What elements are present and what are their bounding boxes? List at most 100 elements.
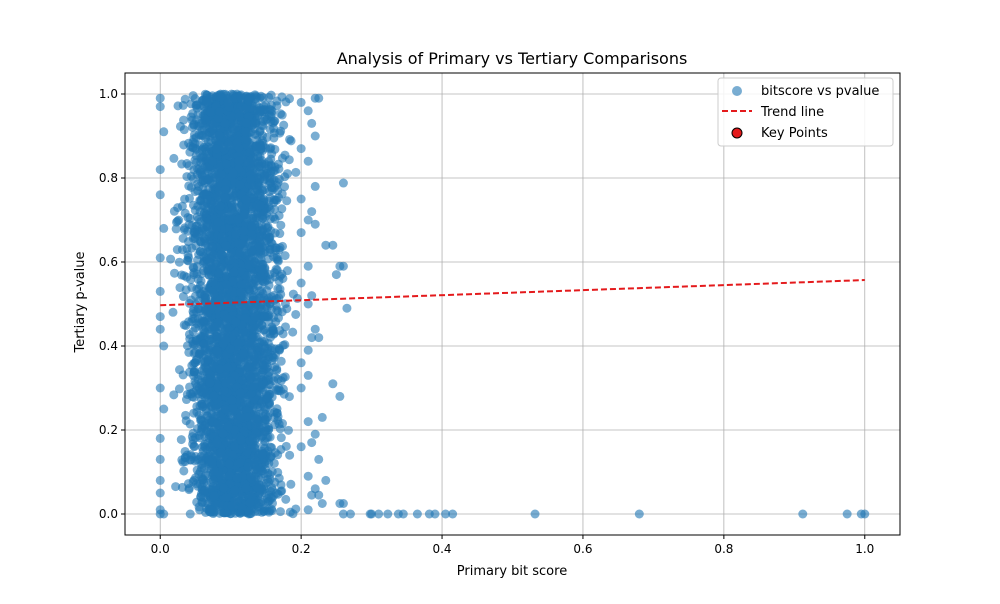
ticks-layer: 0.0 0.2 0.4 0.6 0.8 1.0 0.0 0.2 0.4 0.6 0.8 1.0 — [99, 87, 874, 556]
data-point — [262, 164, 272, 174]
data-point — [211, 144, 221, 154]
data-point — [179, 125, 189, 135]
data-point — [288, 509, 298, 519]
data-point — [197, 126, 207, 136]
data-point — [291, 167, 301, 177]
data-point — [210, 322, 220, 332]
data-point — [174, 384, 184, 394]
data-point — [181, 416, 191, 426]
data-point — [303, 215, 313, 225]
legend-label-scatter: bitscore vs pvalue — [761, 84, 879, 99]
data-point — [216, 459, 226, 469]
y-tick-label: 1.0 — [99, 87, 118, 101]
data-point — [184, 347, 194, 357]
data-point — [303, 471, 313, 481]
data-point — [255, 200, 265, 210]
data-point — [262, 393, 272, 403]
data-point — [232, 196, 242, 206]
data-point — [159, 509, 169, 519]
data-point — [155, 383, 165, 393]
data-point — [210, 466, 220, 476]
data-point — [283, 425, 293, 435]
data-point — [218, 429, 228, 439]
data-point — [272, 254, 282, 264]
data-point — [189, 268, 199, 278]
data-point — [179, 466, 189, 476]
data-point — [307, 333, 317, 343]
data-point — [310, 324, 320, 334]
data-point — [155, 190, 165, 200]
data-point — [278, 273, 288, 283]
data-point — [228, 168, 238, 178]
legend: bitscore vs pvalue Trend line Key Points — [717, 77, 894, 147]
data-point — [179, 320, 189, 330]
data-point — [250, 443, 260, 453]
data-point — [237, 375, 247, 385]
data-point — [281, 494, 291, 504]
data-point — [252, 465, 262, 475]
data-point — [310, 131, 320, 141]
data-point — [189, 408, 199, 418]
data-point — [223, 139, 233, 149]
data-point — [181, 285, 191, 295]
data-point — [207, 156, 217, 166]
data-point — [250, 258, 260, 268]
data-point — [269, 212, 279, 222]
data-point — [253, 107, 263, 117]
data-point — [221, 159, 231, 169]
data-point — [270, 144, 280, 154]
data-point — [280, 150, 290, 160]
data-point — [276, 356, 286, 366]
data-point — [265, 173, 275, 183]
data-point — [296, 144, 306, 154]
data-point — [269, 291, 279, 301]
data-point — [253, 507, 263, 517]
data-point — [199, 384, 209, 394]
data-point — [241, 483, 251, 493]
data-point — [277, 92, 287, 102]
data-point — [257, 450, 267, 460]
data-point — [255, 235, 265, 245]
data-point — [285, 450, 295, 460]
data-point — [286, 136, 296, 146]
data-point — [314, 93, 324, 103]
data-point — [296, 194, 306, 204]
data-point — [257, 131, 267, 141]
data-point — [276, 220, 286, 230]
data-point — [214, 130, 224, 140]
data-point — [235, 247, 245, 257]
data-point — [209, 391, 219, 401]
data-point — [257, 264, 267, 274]
data-point — [307, 291, 317, 301]
data-point — [267, 106, 277, 116]
data-point — [188, 143, 198, 153]
data-point — [383, 509, 393, 519]
data-point — [264, 92, 274, 102]
data-point — [172, 245, 182, 255]
data-point — [243, 462, 253, 472]
data-point — [256, 91, 266, 101]
data-point — [296, 383, 306, 393]
data-point — [239, 203, 249, 213]
data-point — [220, 118, 230, 128]
data-point — [296, 97, 306, 107]
data-point — [221, 294, 231, 304]
data-point — [268, 491, 278, 501]
data-point — [374, 509, 384, 519]
data-point — [345, 509, 355, 519]
data-point — [236, 93, 246, 103]
data-point — [331, 270, 341, 280]
data-point — [224, 256, 234, 266]
data-point — [215, 201, 225, 211]
data-point — [229, 442, 239, 452]
data-point — [228, 402, 238, 412]
data-point — [208, 476, 218, 486]
data-point — [227, 501, 237, 511]
data-point — [272, 408, 282, 418]
data-point — [338, 499, 348, 508]
data-point — [860, 509, 870, 519]
data-point — [263, 347, 273, 357]
data-point — [247, 245, 257, 255]
data-point — [215, 364, 225, 374]
data-point — [310, 429, 320, 439]
